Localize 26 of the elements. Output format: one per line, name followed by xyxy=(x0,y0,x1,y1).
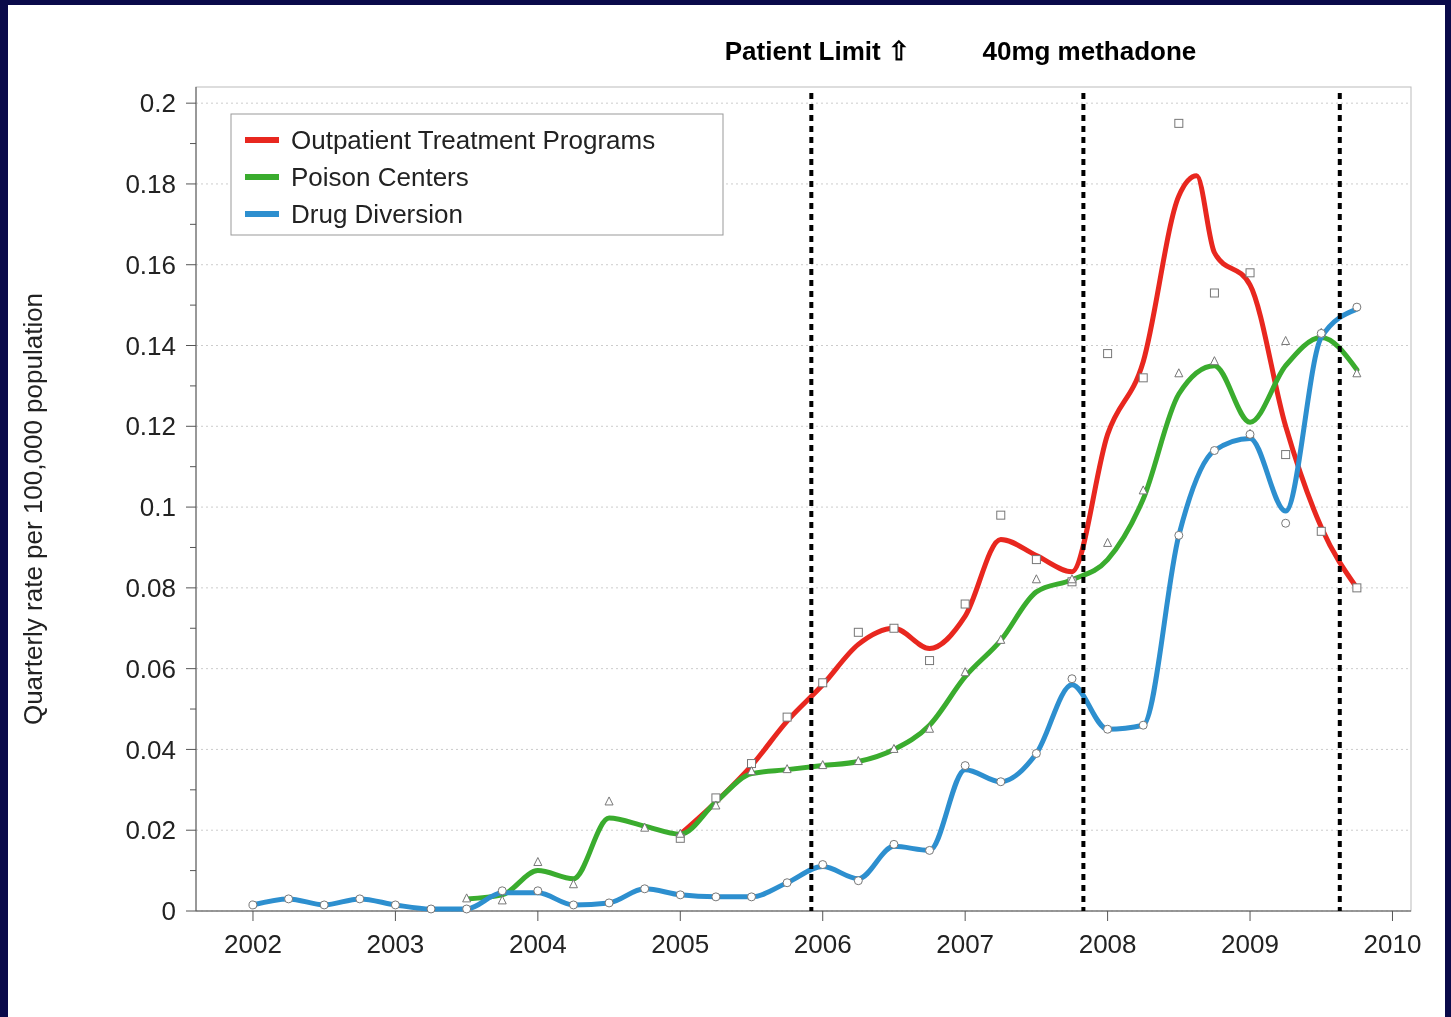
y-tick-label: 0.2 xyxy=(139,88,176,119)
legend-label: Poison Centers xyxy=(291,162,469,193)
y-tick-label: 0.12 xyxy=(125,411,176,442)
x-tick-label: 2004 xyxy=(508,929,567,959)
y-tick-label: 0.1 xyxy=(139,492,176,523)
legend-label: Outpatient Treatment Programs xyxy=(291,125,656,156)
x-tick-label: 2009 xyxy=(1221,929,1279,959)
y-tick-label: 0.14 xyxy=(125,330,176,361)
x-tick-label: 2006 xyxy=(793,929,852,959)
x-tick-label: 2003 xyxy=(366,929,425,959)
x-tick-label: 2005 xyxy=(651,929,710,959)
y-tick-label: 0.16 xyxy=(125,249,176,280)
y-tick-label: 0 xyxy=(161,896,176,927)
x-tick-label: 2002 xyxy=(224,929,282,959)
x-tick-label: 2010 xyxy=(1363,929,1422,959)
y-tick-label: 0.18 xyxy=(125,169,176,200)
y-axis-title: Quarterly rate per 100,000 population xyxy=(18,292,48,726)
y-tick-label: 0.02 xyxy=(125,815,176,846)
y-tick-label: 0.04 xyxy=(125,734,176,765)
ref-line-label: 40mg methadone xyxy=(982,36,1197,66)
legend-label: Drug Diversion xyxy=(291,199,463,230)
y-tick-label: 0.06 xyxy=(125,653,176,684)
ref-line-label: Patient Limit ⇧ xyxy=(724,36,910,66)
y-tick-label: 0.08 xyxy=(125,572,176,603)
x-tick-label: 2007 xyxy=(936,929,995,959)
x-tick-label: 2008 xyxy=(1078,929,1137,959)
